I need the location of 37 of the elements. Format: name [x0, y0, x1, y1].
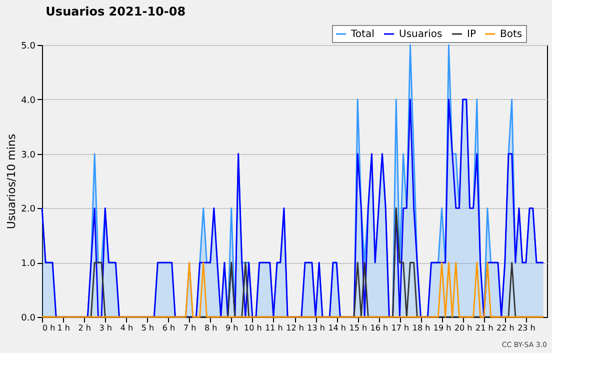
x-tick-label: 0 h: [42, 324, 56, 332]
legend-label: IP: [467, 29, 476, 40]
x-tick-label: 2 h: [78, 324, 91, 332]
y-tick-label: 4.0: [21, 96, 36, 106]
x-tick-label: 16 h: [370, 324, 388, 332]
line-series: [41, 98, 544, 318]
x-tick-label: 18 h: [412, 324, 430, 332]
legend-label: Total: [350, 29, 374, 40]
x-tick-label: 7 h: [183, 324, 196, 332]
y-axis-title: Usuarios/10 mins: [5, 134, 18, 230]
x-tick-label: 21 h: [475, 324, 494, 332]
x-tick-label: 1 h: [57, 324, 70, 332]
chart-title: Usuarios 2021-10-08: [46, 4, 186, 18]
y-tick-label: 0.0: [21, 314, 36, 324]
legend-label: Bots: [500, 29, 522, 40]
x-tick-label: 23 h: [518, 324, 536, 332]
x-tick-label: 9 h: [226, 324, 238, 332]
x-tick-label: 15 h: [349, 324, 368, 332]
x-tick-label: 6 h: [162, 324, 176, 332]
x-tick-label: 17 h: [391, 324, 410, 332]
x-tick-label: 8 h: [204, 324, 218, 332]
x-tick-label: 3 h: [99, 324, 112, 332]
y-tick-label: 2.0: [21, 204, 36, 215]
y-tick-label: 3.0: [21, 150, 36, 160]
x-tick-label: 13 h: [307, 324, 325, 332]
x-tick-label: 22 h: [496, 324, 514, 332]
x-tick-label: 20 h: [454, 324, 472, 332]
x-tick-label: 14 h: [328, 324, 346, 332]
x-tick-label: 11 h: [265, 324, 283, 332]
y-tick-label: 1.0: [21, 259, 36, 270]
x-tick-label: 12 h: [286, 324, 304, 332]
x-tick-label: 5 h: [141, 324, 154, 332]
legend-label: Usuarios: [399, 29, 442, 40]
x-tick-label: 10 h: [244, 324, 262, 332]
y-tick-label: 5.0: [21, 42, 36, 52]
x-tick-label: 19 h: [433, 324, 452, 332]
x-tick-label: 4 h: [120, 324, 134, 332]
